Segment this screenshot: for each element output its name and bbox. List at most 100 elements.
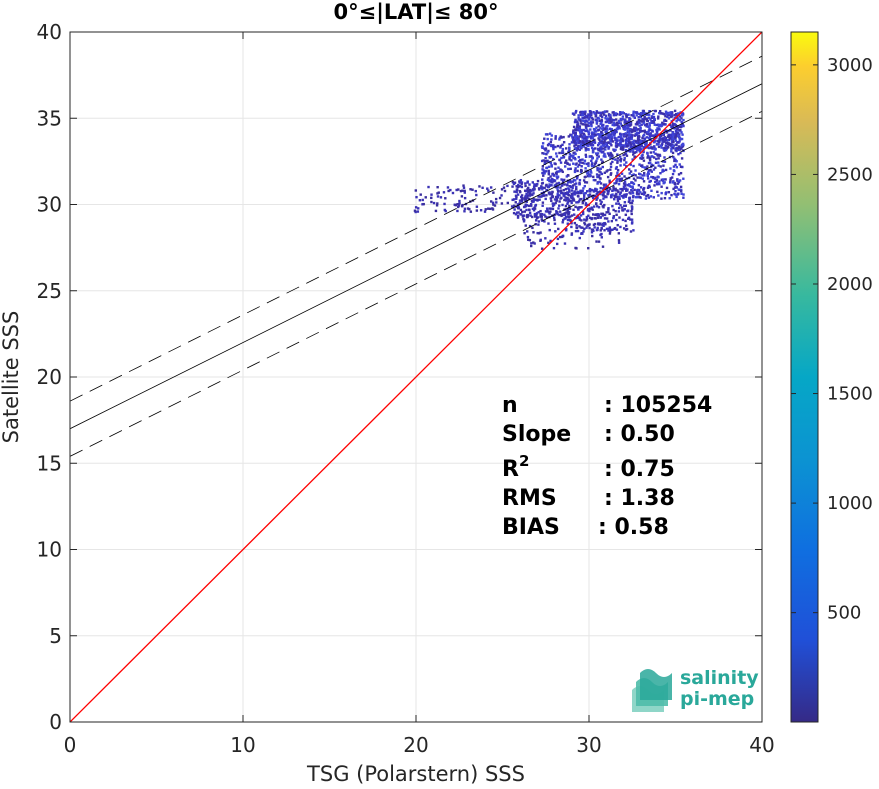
density-cell (580, 132, 584, 135)
density-cell (491, 201, 495, 204)
density-cell (643, 129, 646, 132)
density-cell (578, 125, 582, 128)
density-cell (647, 113, 651, 116)
density-cell (519, 208, 523, 212)
density-cell (639, 164, 643, 167)
density-cell (573, 113, 576, 116)
density-cell (655, 157, 658, 161)
density-cell (466, 207, 470, 210)
density-cell (552, 157, 555, 161)
density-cell (627, 131, 631, 134)
density-cell (616, 123, 619, 126)
density-cell (627, 168, 631, 171)
density-cell (661, 138, 665, 141)
density-cell (595, 198, 598, 201)
density-cell (599, 111, 603, 114)
density-cell (416, 210, 420, 213)
density-cell (605, 217, 609, 220)
density-cell (547, 191, 551, 195)
density-cell (489, 186, 493, 189)
density-cell (557, 227, 560, 231)
density-cell (670, 135, 673, 138)
density-cell (604, 116, 607, 120)
density-cell (661, 160, 665, 163)
density-cell (601, 190, 604, 194)
density-cell (640, 145, 644, 148)
density-cell (591, 208, 594, 211)
density-cell (571, 112, 575, 115)
density-cell (556, 175, 559, 179)
density-cell (556, 212, 559, 216)
density-cell (444, 209, 447, 213)
density-cell (591, 121, 595, 124)
density-cell (594, 152, 598, 155)
density-cell (526, 189, 529, 192)
density-cell (677, 180, 681, 184)
density-cell (590, 116, 594, 120)
density-cell (600, 131, 603, 134)
density-cell (585, 190, 589, 193)
density-cell (530, 204, 533, 207)
density-cell (541, 171, 544, 175)
density-cell (646, 186, 650, 189)
density-cell (619, 135, 623, 138)
density-cell (678, 128, 682, 132)
density-cell (456, 209, 459, 213)
density-cell (541, 188, 544, 191)
density-cell (565, 175, 569, 178)
density-cell (566, 162, 569, 166)
density-cell (597, 142, 601, 145)
density-cell (611, 228, 614, 231)
density-cell (574, 167, 577, 170)
density-cell (587, 121, 591, 125)
stat-separator: : (598, 515, 614, 540)
density-cell (572, 178, 576, 182)
density-cell (598, 190, 602, 193)
density-cell (616, 223, 619, 227)
density-cell (547, 171, 551, 175)
density-cell (676, 112, 680, 115)
density-cell (632, 195, 635, 198)
density-cell (633, 188, 636, 192)
density-cell (574, 109, 578, 113)
density-cell (665, 138, 668, 142)
density-cell (590, 164, 594, 168)
density-cell (568, 185, 571, 188)
density-cell (518, 190, 522, 193)
density-cell (678, 115, 682, 118)
density-cell (541, 204, 544, 207)
density-cell (582, 230, 585, 233)
density-cell (667, 129, 670, 133)
density-cell (588, 113, 591, 117)
density-cell (536, 179, 540, 183)
density-cell (679, 171, 683, 175)
density-cell (647, 116, 651, 119)
density-cell (575, 226, 578, 229)
density-cell (533, 183, 536, 186)
density-cell (682, 177, 685, 180)
density-cell (654, 166, 657, 169)
density-cell (602, 113, 606, 116)
density-cell (665, 112, 668, 116)
density-cell (553, 218, 556, 222)
density-cell (585, 181, 589, 184)
density-cell (616, 153, 619, 156)
density-cell (617, 241, 621, 244)
density-cell (632, 110, 635, 113)
density-cell (523, 189, 527, 192)
density-cell (609, 162, 613, 165)
density-cell (682, 118, 685, 122)
density-cell (528, 238, 532, 242)
density-cell (572, 125, 576, 129)
density-cell (659, 172, 662, 175)
density-cell (648, 134, 651, 138)
density-cell (669, 179, 672, 182)
density-cell (593, 141, 597, 144)
density-cell (630, 212, 633, 216)
density-cell (541, 201, 545, 204)
density-cell (627, 216, 631, 219)
density-cell (437, 191, 440, 194)
density-cell (580, 206, 583, 209)
density-cell (663, 136, 666, 140)
density-cell (568, 204, 571, 208)
